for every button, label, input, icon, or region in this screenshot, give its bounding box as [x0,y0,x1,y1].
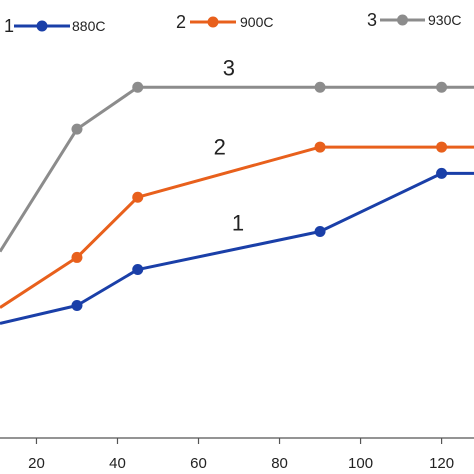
x-tick-label: 20 [28,455,45,472]
data-point-2 [314,141,326,153]
data-point-1 [132,264,144,276]
data-point-3 [314,81,326,93]
series-tag-1: 1 [232,211,244,236]
legend-number-3: 3 [367,10,377,30]
series-tag-2: 2 [214,135,226,160]
plot-area [0,81,474,325]
legend-label-2: 900C [240,14,273,30]
series-line-1 [0,171,474,325]
legend-number-1: 1 [4,16,14,36]
legend: 1 880C 2 900C 3 930C [4,10,461,36]
data-point-3 [436,81,448,93]
legend-number-2: 2 [176,12,186,32]
legend-swatch-marker-2 [207,16,219,28]
x-axis: 20 40 60 80 100 120 [0,437,474,472]
data-point-3 [71,123,83,135]
data-point-2 [436,141,448,153]
data-point-1 [314,226,326,238]
data-point-2 [71,251,83,263]
x-tick-label: 80 [271,455,288,472]
x-tick-label: 40 [109,455,126,472]
data-point-2 [132,191,144,203]
series-tags: 1 2 3 [214,55,244,235]
legend-swatch-marker-3 [397,14,408,26]
legend-swatch-marker-1 [36,20,48,32]
legend-label-3: 930C [428,12,461,28]
x-tick-label: 100 [348,455,373,472]
data-point-3 [132,81,144,93]
x-tick-label: 60 [190,455,207,472]
legend-label-1: 880C [72,18,105,34]
series-tag-3: 3 [223,55,235,80]
data-point-1 [71,299,83,311]
x-tick-label: 120 [429,455,454,472]
data-point-1 [436,167,448,179]
